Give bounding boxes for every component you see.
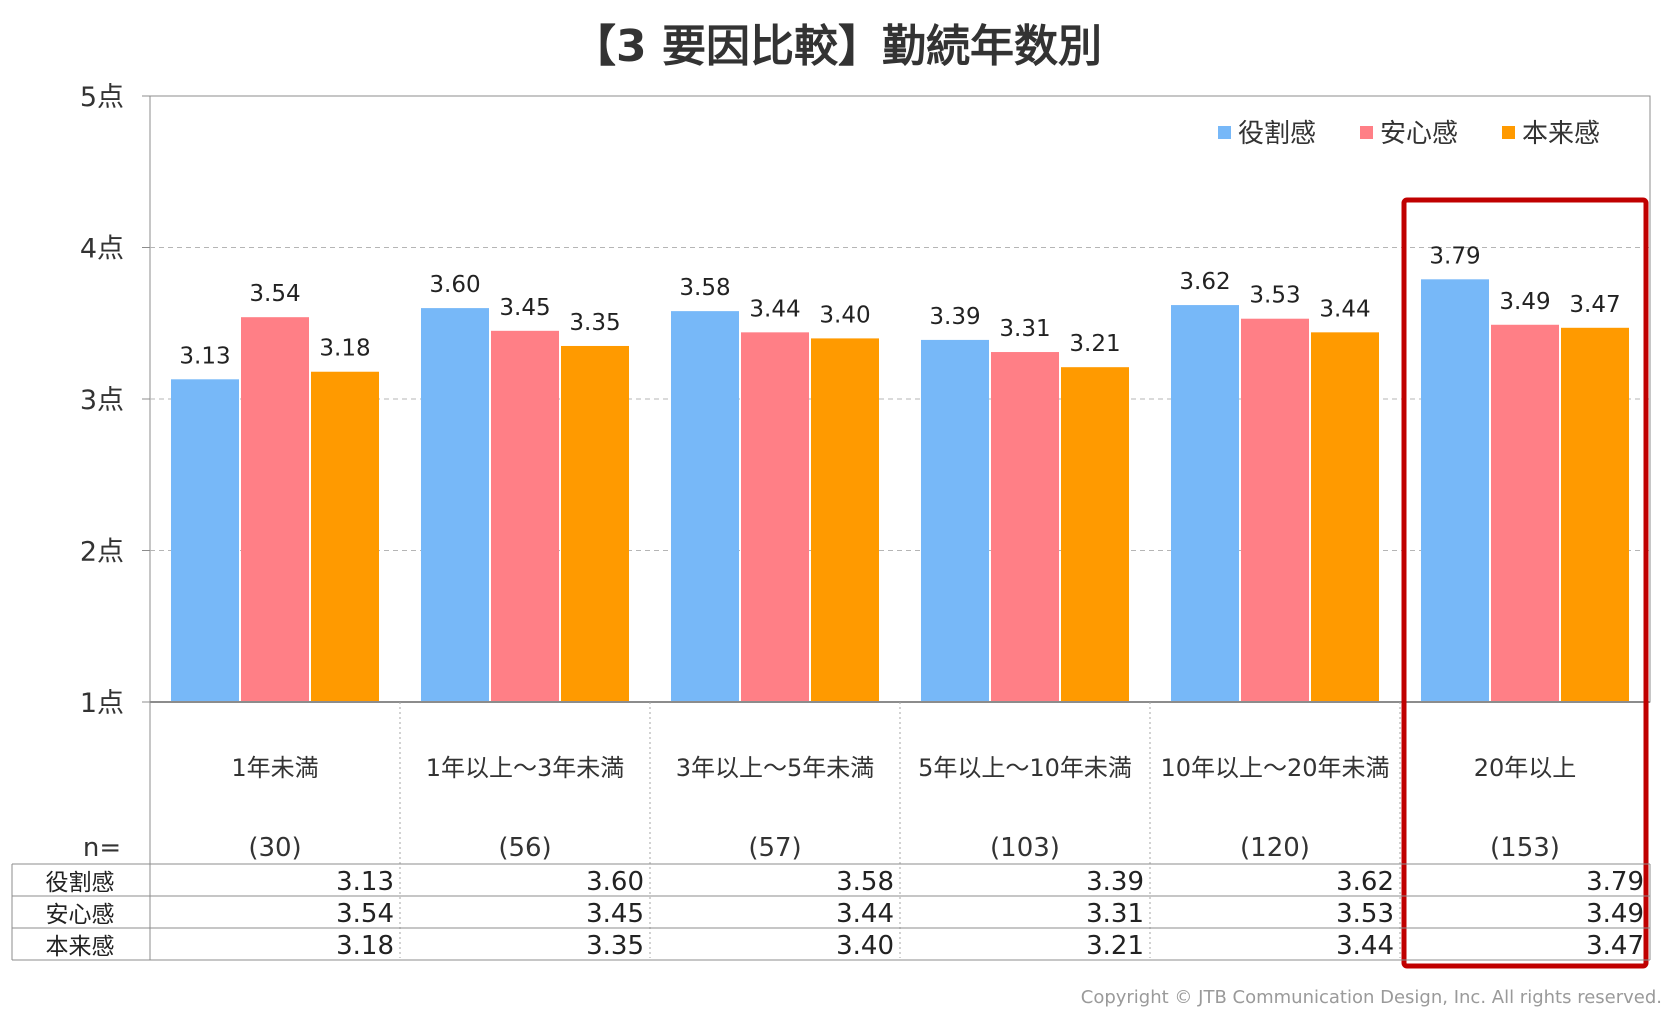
data-label: 3.79 [1429,243,1480,269]
bar [1171,305,1239,702]
bar [991,352,1059,702]
bar [671,311,739,702]
table-row-label: 本来感 [46,934,115,960]
category-label: 5年以上～10年未満 [918,754,1132,782]
category-label: 1年未満 [231,754,318,782]
data-table: 1年未満 (30) 1年以上～3年未満 (56) 3年以上～5年未満 (57) 5年以上～1… [11,702,1651,961]
bar [171,379,239,702]
bar [1061,367,1129,702]
table-cell: 3.58 [836,867,894,897]
legend-swatch [1218,126,1231,139]
legend: 役割感 安心感 本来感 [1218,119,1600,149]
category-label: 3年以上～5年未満 [676,754,875,782]
table-cell: 3.49 [1586,899,1644,929]
legend-swatch [1502,126,1515,139]
bar [1311,332,1379,702]
table-row-label: 役割感 [46,870,115,896]
n-value: (153) [1490,833,1560,863]
legend-swatch [1360,126,1373,139]
data-label: 3.21 [1069,331,1120,357]
bar [811,338,879,702]
table-row-label: 安心感 [46,902,115,928]
table-cell: 3.18 [336,931,394,961]
bar [421,308,489,702]
data-label: 3.13 [179,343,230,369]
table-cell: 3.35 [586,931,644,961]
bar [1561,327,1629,702]
y-tick-label: 1点 [80,688,124,719]
table-cell: 3.44 [836,899,894,929]
y-tick-label: 2点 [80,537,124,568]
chart-title: 【3 要因比較】勤続年数別 [572,21,1102,72]
data-label: 3.53 [1249,283,1300,309]
table-cell: 3.60 [586,867,644,897]
table-cell: 3.54 [336,899,394,929]
bar [311,371,379,702]
plot-area: 1点2点3点4点5点3.133.543.183.603.453.353.583.… [80,82,1651,969]
data-label: 3.40 [819,302,870,328]
data-label: 3.60 [429,272,480,298]
bar [1421,279,1489,702]
data-label: 3.44 [749,296,800,322]
bar [561,345,629,702]
n-value: (120) [1240,833,1310,863]
table-cell: 3.13 [336,867,394,897]
n-value: (56) [498,833,551,863]
data-label: 3.47 [1569,292,1620,318]
table-cell: 3.62 [1336,867,1394,897]
y-tick-label: 5点 [80,82,124,113]
table-cell: 3.21 [1086,931,1144,961]
data-label: 3.31 [999,316,1050,342]
table-cell: 3.44 [1336,931,1394,961]
bar [241,317,309,702]
data-label: 3.39 [929,304,980,330]
bar [491,330,559,702]
n-label: n= [83,833,121,863]
n-value: (30) [248,833,301,863]
table-cell: 3.53 [1336,899,1394,929]
legend-label: 本来感 [1522,119,1600,149]
highlight-box [1401,197,1649,969]
table-cell: 3.40 [836,931,894,961]
category-label: 10年以上～20年未満 [1160,754,1389,782]
y-tick-label: 3点 [80,385,124,416]
data-label: 3.54 [249,281,300,307]
table-cell: 3.47 [1586,931,1644,961]
n-value: (57) [748,833,801,863]
data-label: 3.18 [319,336,370,362]
data-label: 3.45 [499,295,550,321]
bar [1241,318,1309,702]
legend-label: 安心感 [1380,119,1458,149]
bar [1491,324,1559,702]
legend-label: 役割感 [1238,119,1316,149]
bar [741,332,809,702]
y-tick-label: 4点 [80,234,124,265]
data-label: 3.58 [679,275,730,301]
table-cell: 3.45 [586,899,644,929]
category-label: 1年以上～3年未満 [426,754,625,782]
category-label: 20年以上 [1474,754,1577,782]
bar [921,339,989,702]
n-value: (103) [990,833,1060,863]
data-label: 3.62 [1179,269,1230,295]
data-label: 3.49 [1499,289,1550,315]
table-cell: 3.79 [1586,867,1644,897]
table-cell: 3.31 [1086,899,1144,929]
table-cell: 3.39 [1086,867,1144,897]
data-label: 3.44 [1319,296,1370,322]
copyright-text: Copyright © JTB Communication Design, In… [1081,987,1662,1008]
data-label: 3.35 [569,310,620,336]
